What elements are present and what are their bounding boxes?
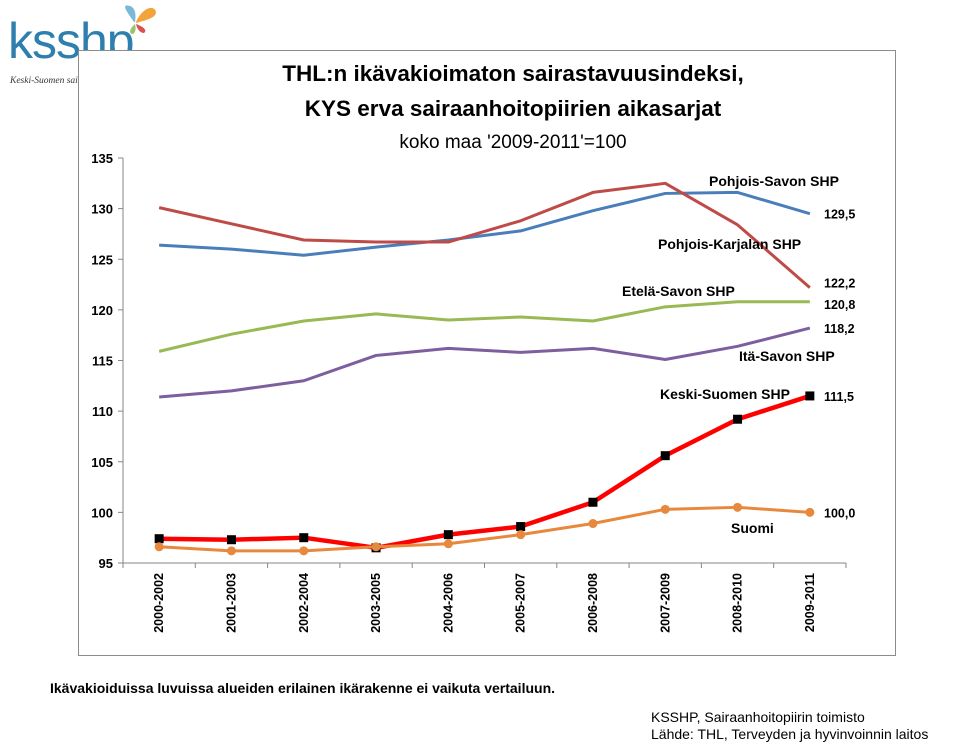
series-keski-suomen-shp bbox=[154, 391, 815, 553]
series-line bbox=[158, 181, 811, 289]
y-tick-label: 135 bbox=[91, 151, 113, 166]
data-point-circle bbox=[371, 542, 381, 552]
y-tick-label: 115 bbox=[92, 354, 113, 369]
data-point-circle bbox=[733, 502, 743, 512]
y-tick-label: 130 bbox=[91, 202, 113, 217]
series-end-value-label: 118,2 bbox=[824, 322, 855, 336]
data-point-square bbox=[588, 497, 598, 507]
series-pohjois-savon-shp bbox=[159, 190, 811, 257]
x-tick-label: 2005-2007 bbox=[514, 573, 528, 633]
series-line bbox=[159, 505, 810, 553]
series-line bbox=[159, 190, 811, 257]
source-credit-line1: KSSHP, Sairaanhoitopiirin toimisto bbox=[651, 709, 865, 725]
series-it-savon-shp bbox=[159, 326, 811, 399]
series-end-value-label: 129,5 bbox=[824, 208, 855, 222]
y-tick-label: 105 bbox=[91, 455, 113, 470]
chart-title: THL:n ikävakioimaton sairastavuusindeksi… bbox=[282, 61, 743, 86]
series-name-label: Pohjois-Karjalan SHP bbox=[658, 236, 801, 252]
data-point-circle bbox=[516, 530, 526, 540]
series-name-label: Etelä-Savon SHP bbox=[622, 283, 735, 299]
series-line bbox=[159, 326, 811, 399]
logo-tagline: Keski-Suomen sairaanhoitopiiri bbox=[10, 76, 132, 86]
chart-title-line2: KYS erva sairaanhoitopiirien aikasarjat bbox=[305, 96, 722, 121]
series-line bbox=[158, 300, 810, 353]
series-end-value-label: 120,8 bbox=[824, 298, 855, 312]
x-tick-label: 2007-2009 bbox=[658, 573, 672, 633]
y-tick-label: 120 bbox=[91, 303, 113, 318]
series-end-value-label: 100,0 bbox=[824, 506, 855, 520]
x-tick-label: 2000-2002 bbox=[152, 573, 166, 633]
series-end-value-label: 111,5 bbox=[824, 390, 854, 404]
data-point-square bbox=[805, 391, 815, 401]
series-name-label: Suomi bbox=[731, 520, 774, 536]
chart-frame: THL:n ikävakioimaton sairastavuusindeksi… bbox=[78, 50, 896, 656]
y-tick-label: 110 bbox=[92, 404, 113, 419]
series-suomi bbox=[154, 502, 815, 556]
line-chart: THL:n ikävakioimaton sairastavuusindeksi… bbox=[91, 61, 855, 633]
source-credit-line2: Lähde: THL, Terveyden ja hyvinvoinnin la… bbox=[651, 726, 929, 742]
series-pohjois-karjalan-shp bbox=[158, 181, 811, 289]
x-tick-label: 2006-2008 bbox=[586, 573, 600, 633]
series-line bbox=[159, 393, 811, 551]
chart-footnote: Ikävakioiduissa luvuissa alueiden erilai… bbox=[50, 680, 556, 696]
x-tick-label: 2002-2004 bbox=[297, 573, 311, 633]
data-point-circle bbox=[588, 519, 598, 529]
data-point-circle bbox=[660, 504, 670, 514]
x-tick-label: 2008-2010 bbox=[731, 573, 745, 633]
data-point-square bbox=[154, 534, 164, 544]
data-point-circle bbox=[805, 507, 815, 517]
data-point-circle bbox=[299, 546, 309, 556]
series-end-value-label: 122,2 bbox=[824, 277, 855, 291]
y-tick-label: 95 bbox=[99, 556, 113, 571]
data-point-square bbox=[299, 533, 309, 543]
series-labels: Pohjois-Savon SHP Pohjois-Karjalan SHP Ete… bbox=[622, 173, 855, 536]
series-etel-savon-shp bbox=[158, 300, 810, 353]
y-tick-label: 100 bbox=[91, 505, 113, 520]
chart-subtitle: koko maa '2009-2011'=100 bbox=[399, 132, 626, 153]
data-point-square bbox=[226, 535, 236, 545]
data-point-circle bbox=[154, 542, 164, 552]
series-name-label: Pohjois-Savon SHP bbox=[709, 173, 839, 189]
axes: 95 100 105 110 115 120 125 130 135 2000-2002 2001-… bbox=[91, 151, 847, 633]
data-point-square bbox=[660, 451, 670, 461]
data-point-square bbox=[733, 414, 743, 424]
data-point-circle bbox=[443, 539, 453, 549]
ksshp-logo: ksshp Keski-Suomen sairaanhoitopiiri bbox=[4, 2, 164, 94]
y-tick-label: 125 bbox=[91, 252, 113, 267]
series-name-label: Itä-Savon SHP bbox=[739, 348, 835, 364]
butterfly-icon bbox=[125, 5, 156, 34]
x-tick-label: 2004-2006 bbox=[441, 573, 455, 633]
x-tick-label: 2001-2003 bbox=[224, 573, 238, 633]
data-point-square bbox=[516, 522, 526, 532]
data-point-circle bbox=[226, 546, 236, 556]
data-point-square bbox=[443, 530, 453, 540]
x-tick-label: 2009-2011 bbox=[803, 573, 817, 632]
series-lines bbox=[154, 181, 815, 556]
series-name-label: Keski-Suomen SHP bbox=[660, 386, 790, 402]
x-tick-label: 2003-2005 bbox=[369, 573, 383, 633]
